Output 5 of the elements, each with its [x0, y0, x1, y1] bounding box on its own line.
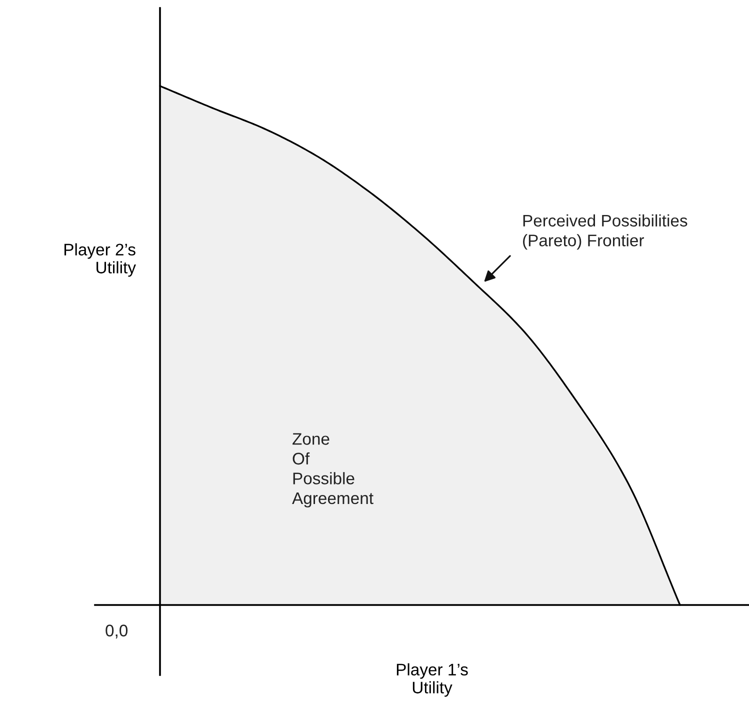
text: 0,0 — [106, 624, 128, 638]
annotation: Zone Of Possible Agreement — [292, 433, 374, 508]
y-axis-title: Player 2’s Utility — [64, 243, 136, 277]
x-axis-title: Player 1’s Utility — [396, 663, 468, 697]
annotation: Perceived Possibilities (Pareto) Frontier — [523, 214, 688, 250]
